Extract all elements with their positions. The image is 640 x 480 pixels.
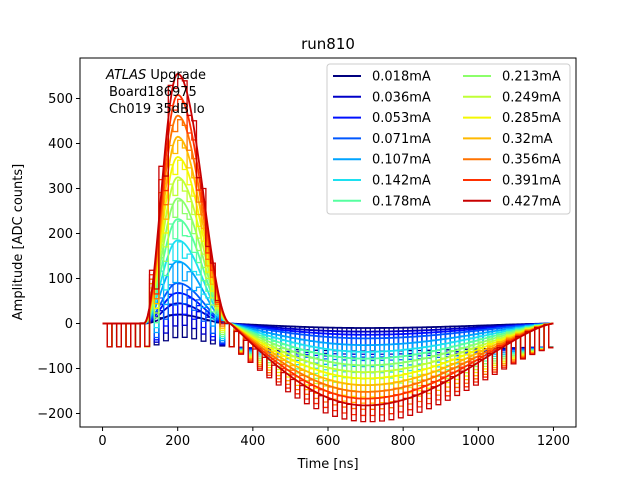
y-tick-label: −200 — [37, 407, 73, 422]
legend-label: 0.036mA — [372, 90, 431, 105]
legend-label: 0.32mA — [502, 132, 553, 147]
y-tick-label: 300 — [48, 182, 73, 197]
annotation-channel: Ch019 35dB lo — [109, 102, 205, 117]
x-tick-label: 800 — [391, 434, 416, 449]
y-axis-title: Amplitude [ADC counts] — [11, 164, 26, 320]
legend-label: 0.285mA — [502, 111, 561, 126]
x-axis: 0 200 400 600 800 1000 1200 — [98, 427, 570, 449]
series-line-0.285mA — [102, 156, 554, 380]
legend-label: 0.391mA — [502, 174, 561, 189]
y-tick-label: 100 — [48, 272, 73, 287]
y-axis: −200 −100 0 100 200 300 400 500 — [37, 92, 80, 422]
legend-label: 0.178mA — [372, 194, 431, 209]
atlas-annotation: ATLAS Upgrade Board186975 Ch019 35dB lo — [105, 68, 206, 117]
annotation-line-1: ATLAS Upgrade — [105, 68, 206, 83]
x-tick-label: 600 — [316, 434, 341, 449]
legend-label: 0.213mA — [502, 70, 561, 85]
y-tick-label: −100 — [37, 362, 73, 377]
y-tick-label: 0 — [65, 317, 73, 332]
y-tick-label: 400 — [48, 137, 73, 152]
annotation-upgrade: Upgrade — [146, 68, 206, 83]
series-line-0.107mA — [102, 260, 554, 346]
series-line-0.249mA — [102, 176, 554, 374]
annotation-board: Board186975 — [109, 85, 197, 100]
series-group — [102, 72, 554, 423]
y-tick-label: 500 — [48, 92, 73, 107]
chart-title: run810 — [301, 35, 355, 53]
legend-label: 0.018mA — [372, 70, 431, 85]
legend-box — [326, 63, 571, 215]
legend-label: 0.249mA — [502, 90, 561, 105]
legend-label: 0.356mA — [502, 153, 561, 168]
series-digitized-0.427mA — [102, 77, 554, 423]
x-tick-label: 400 — [240, 434, 265, 449]
x-tick-label: 0 — [98, 434, 106, 449]
legend-label: 0.107mA — [372, 153, 431, 168]
legend: 0.018mA 0.036mA 0.053mA 0.071mA 0.107mA 0.142… — [326, 63, 571, 215]
legend-label: 0.071mA — [372, 132, 431, 147]
x-tick-label: 1200 — [537, 434, 570, 449]
legend-label: 0.142mA — [372, 174, 431, 189]
series-line-0.32mA — [102, 135, 554, 387]
series-line-0.178mA — [102, 218, 554, 360]
series-line-0.427mA — [102, 72, 554, 407]
legend-label: 0.053mA — [372, 111, 431, 126]
series-line-0.142mA — [102, 239, 554, 353]
y-tick-label: 200 — [48, 227, 73, 242]
x-tick-label: 200 — [165, 434, 190, 449]
x-axis-title: Time [ns] — [296, 457, 358, 472]
series-line-0.213mA — [102, 197, 554, 367]
x-tick-label: 1000 — [462, 434, 495, 449]
annotation-atlas: ATLAS — [105, 68, 146, 83]
legend-label: 0.427mA — [502, 194, 561, 209]
